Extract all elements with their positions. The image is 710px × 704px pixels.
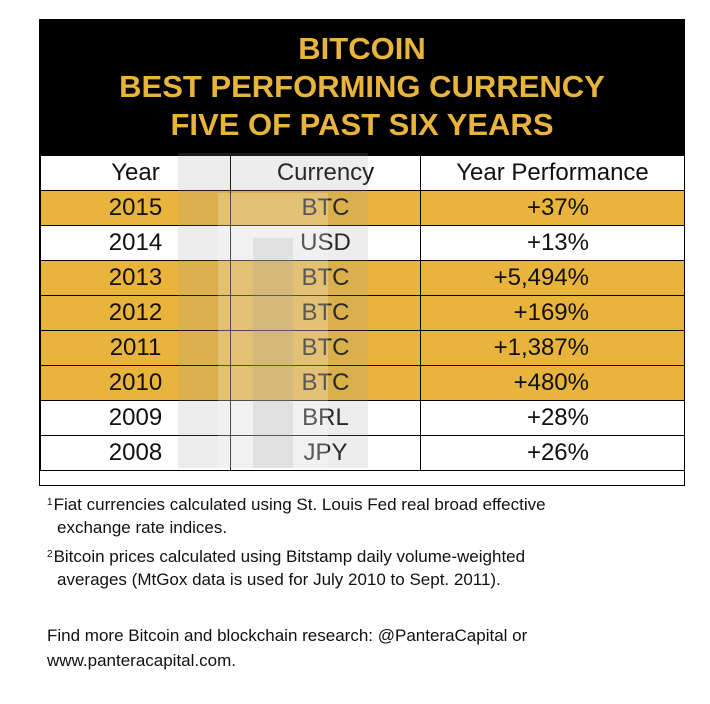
cell-year: 2010	[40, 365, 231, 401]
footnotes: 1Fiat currencies calculated using St. Lo…	[47, 493, 697, 597]
footnote-2: 2Bitcoin prices calculated using Bitstam…	[47, 545, 697, 591]
footnote-marker-2: 2	[47, 549, 53, 560]
cell-performance: +37%	[420, 190, 685, 226]
title-line-3: FIVE OF PAST SIX YEARS	[170, 107, 554, 142]
footnote-1-line-2: exchange rate indices.	[57, 518, 228, 537]
table-row: 2010 BTC +480%	[40, 365, 685, 401]
cell-performance: +1,387%	[420, 330, 685, 366]
cell-year: 2014	[40, 225, 231, 261]
footer-line-1: Find more Bitcoin and blockchain researc…	[47, 626, 528, 645]
table-row: 2015 BTC +37%	[40, 190, 685, 226]
cell-currency: BTC	[230, 295, 421, 331]
table-body: 2015 BTC +37% 2014 USD +13% 2013 BTC +5,494% 2012…	[40, 190, 685, 471]
footer-line-2: www.panteracapital.com.	[47, 651, 236, 670]
footnote-2-line-2: averages (MtGox data is used for July 20…	[57, 570, 501, 589]
performance-table: Year Currency Year Performance 2015 BTC +3…	[40, 155, 685, 471]
footnote-marker-1: 1	[47, 497, 53, 508]
column-header-currency: Currency	[230, 155, 421, 191]
cell-year: 2011	[40, 330, 231, 366]
cell-year: 2009	[40, 400, 231, 436]
cell-currency: BTC	[230, 330, 421, 366]
cell-performance: +480%	[420, 365, 685, 401]
chart-panel: BITCOIN BEST PERFORMING CURRENCY FIVE OF…	[39, 19, 685, 486]
cell-currency: BTC	[230, 260, 421, 296]
table-row: 2013 BTC +5,494%	[40, 260, 685, 296]
cell-performance: +169%	[420, 295, 685, 331]
cell-performance: +26%	[420, 435, 685, 471]
table-row: 2012 BTC +169%	[40, 295, 685, 331]
cell-year: 2015	[40, 190, 231, 226]
column-header-year: Year	[40, 155, 231, 191]
cell-currency: BRL	[230, 400, 421, 436]
cell-currency: BTC	[230, 190, 421, 226]
table-row: 2008 JPY +26%	[40, 435, 685, 471]
footer-text: Find more Bitcoin and blockchain researc…	[47, 623, 697, 673]
cell-currency: BTC	[230, 365, 421, 401]
cell-currency: USD	[230, 225, 421, 261]
footnote-1-line-1: Fiat currencies calculated using St. Lou…	[53, 495, 546, 514]
footnote-2-line-1: Bitcoin prices calculated using Bitstamp…	[53, 547, 526, 566]
title-line-2: BEST PERFORMING CURRENCY	[119, 69, 605, 104]
footnote-1: 1Fiat currencies calculated using St. Lo…	[47, 493, 697, 539]
table-row: 2014 USD +13%	[40, 225, 685, 261]
cell-performance: +5,494%	[420, 260, 685, 296]
cell-year: 2012	[40, 295, 231, 331]
cell-performance: +28%	[420, 400, 685, 436]
table-row: 2009 BRL +28%	[40, 400, 685, 436]
cell-performance: +13%	[420, 225, 685, 261]
table-row: 2011 BTC +1,387%	[40, 330, 685, 366]
title-banner: BITCOIN BEST PERFORMING CURRENCY FIVE OF…	[40, 20, 684, 155]
title-line-1: BITCOIN	[298, 31, 426, 66]
cell-year: 2008	[40, 435, 231, 471]
cell-currency: JPY	[230, 435, 421, 471]
cell-year: 2013	[40, 260, 231, 296]
table-header-row: Year Currency Year Performance	[40, 155, 685, 191]
column-header-performance: Year Performance	[420, 155, 685, 191]
